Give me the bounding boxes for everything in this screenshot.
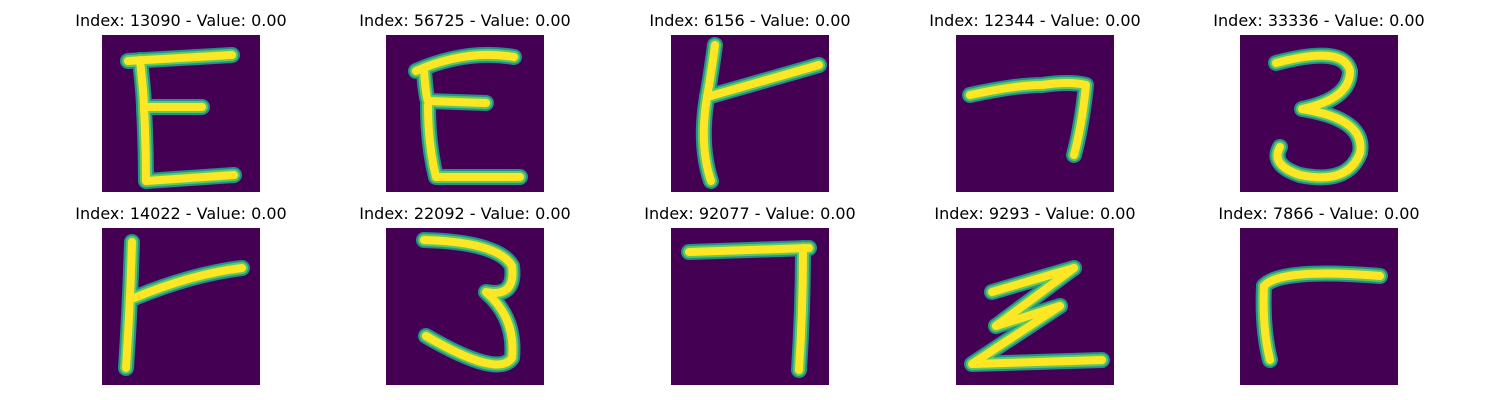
- glyph-stroke-core: [122, 238, 136, 372]
- handwritten-glyph-image: [956, 228, 1114, 385]
- glyph-stroke-core: [130, 264, 246, 302]
- panel-title: Index: 7866 - Value: 0.00: [1218, 204, 1420, 223]
- handwritten-glyph-image: [102, 35, 260, 192]
- image-panel: Index: 14022 - Value: 0.00: [61, 205, 301, 385]
- glyph-stroke-core: [124, 51, 236, 65]
- panel-title: Index: 6156 - Value: 0.00: [649, 11, 851, 30]
- image-panel: Index: 6156 - Value: 0.00: [630, 12, 870, 192]
- handwritten-glyph-image: [671, 228, 829, 385]
- glyph-stroke-core: [685, 244, 813, 256]
- glyph-stroke-core: [420, 236, 517, 369]
- panel-title: Index: 56725 - Value: 0.00: [359, 11, 571, 30]
- glyph-stroke-core: [988, 264, 1078, 296]
- glyph-stroke-core: [992, 264, 1078, 330]
- panel-title: Index: 14022 - Value: 0.00: [75, 204, 287, 223]
- panel-title: Index: 22092 - Value: 0.00: [359, 204, 571, 223]
- glyph-stroke-core: [795, 244, 807, 374]
- handwritten-glyph-image: [671, 35, 829, 192]
- glyph-stroke-core: [968, 302, 1106, 368]
- image-panel: Index: 13090 - Value: 0.00: [61, 12, 301, 192]
- image-panel: Index: 33336 - Value: 0.00: [1199, 12, 1439, 192]
- image-panel: Index: 56725 - Value: 0.00: [345, 12, 585, 192]
- image-panel: Index: 7866 - Value: 0.00: [1199, 205, 1439, 385]
- handwritten-glyph-image: [1240, 35, 1398, 192]
- glyph-stroke-core: [420, 67, 490, 107]
- image-panel: Index: 9293 - Value: 0.00: [915, 205, 1155, 385]
- glyph-stroke-core: [699, 93, 715, 185]
- handwritten-glyph-image: [386, 228, 544, 385]
- glyph-stroke-core: [1272, 51, 1365, 182]
- handwritten-glyph-image: [386, 35, 544, 192]
- panel-title: Index: 12344 - Value: 0.00: [929, 11, 1141, 30]
- glyph-stroke-core: [140, 105, 238, 185]
- glyph-stroke-core: [412, 50, 518, 75]
- image-panel: Index: 92077 - Value: 0.00: [630, 205, 870, 385]
- handwritten-glyph-image: [956, 35, 1114, 192]
- handwritten-glyph-image: [102, 228, 260, 385]
- image-panel: Index: 12344 - Value: 0.00: [915, 12, 1155, 192]
- image-background: [671, 35, 829, 192]
- panel-title: Index: 33336 - Value: 0.00: [1213, 11, 1425, 30]
- glyph-stroke-core: [424, 101, 524, 181]
- glyph-stroke-core: [966, 79, 1090, 159]
- handwritten-glyph-image: [1240, 228, 1398, 385]
- glyph-stroke-core: [1260, 269, 1384, 290]
- panel-title: Index: 9293 - Value: 0.00: [934, 204, 1136, 223]
- glyph-stroke-core: [1259, 282, 1274, 364]
- panel-title: Index: 92077 - Value: 0.00: [644, 204, 856, 223]
- image-panel: Index: 22092 - Value: 0.00: [345, 205, 585, 385]
- panel-title: Index: 13090 - Value: 0.00: [75, 11, 287, 30]
